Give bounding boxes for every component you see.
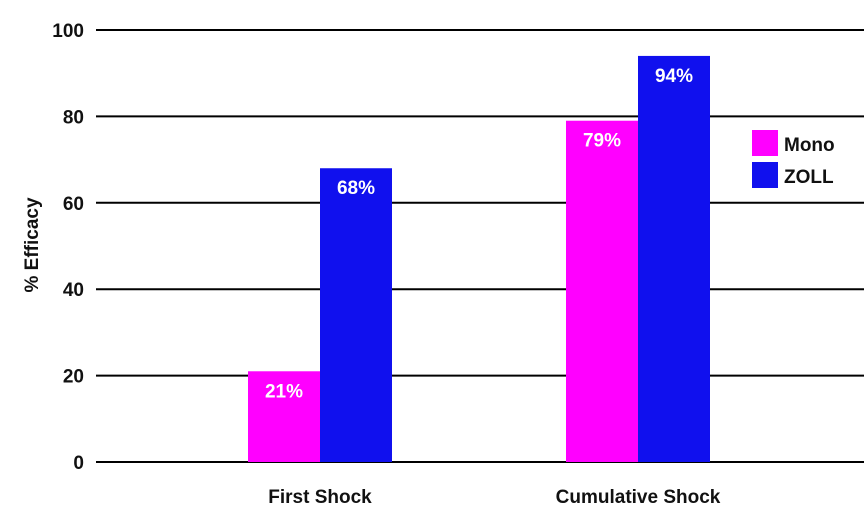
bar-zoll-1 — [320, 168, 392, 463]
x-category-label: First Shock — [268, 487, 372, 508]
legend-label: ZOLL — [784, 167, 834, 188]
y-tick-label: 80 — [63, 107, 84, 128]
data-label: 68% — [337, 178, 375, 199]
y-tick-label: 60 — [63, 194, 84, 215]
y-axis-title: % Efficacy — [22, 197, 43, 292]
y-tick-label: 100 — [52, 21, 84, 42]
bar-mono-2 — [566, 120, 638, 462]
y-axis-ticks: 0 20 40 60 80 100 — [52, 21, 84, 474]
y-tick-label: 0 — [73, 453, 84, 474]
legend: Mono ZOLL — [752, 130, 835, 188]
x-axis-categories: First Shock Cumulative Shock — [268, 487, 721, 508]
bars — [248, 55, 710, 463]
x-category-label: Cumulative Shock — [556, 487, 721, 508]
data-label: 94% — [655, 66, 693, 87]
y-tick-label: 20 — [63, 367, 84, 388]
data-label: 21% — [265, 381, 303, 402]
data-labels: 21% 68% 79% 94% — [265, 66, 693, 402]
bar-zoll-2 — [638, 55, 710, 463]
bar-mono-1 — [248, 371, 320, 462]
legend-swatch-mono — [752, 130, 778, 156]
legend-label: Mono — [784, 135, 835, 156]
data-label: 79% — [583, 131, 621, 152]
legend-swatch-zoll — [752, 162, 778, 188]
y-tick-label: 40 — [63, 280, 84, 301]
gridlines — [96, 29, 864, 463]
